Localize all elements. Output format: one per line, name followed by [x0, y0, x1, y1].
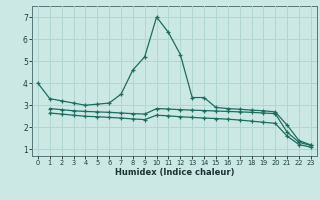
X-axis label: Humidex (Indice chaleur): Humidex (Indice chaleur) [115, 168, 234, 177]
